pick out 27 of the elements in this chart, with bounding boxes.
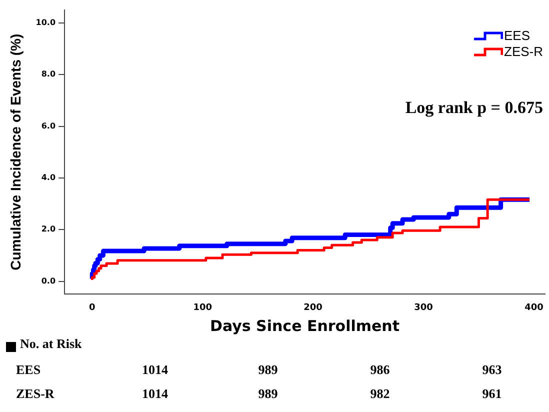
- text: 989: [258, 386, 278, 402]
- y-tick-label: 4.0: [41, 173, 56, 182]
- x-tick-label: 0: [89, 302, 96, 313]
- y-axis-title: Cumulative Incidence of Events (%): [7, 34, 24, 270]
- text: ZES-R: [16, 386, 54, 402]
- x-tick-label: 200: [304, 302, 322, 313]
- y-tick-label: 10.0: [36, 18, 56, 27]
- y-tick-label: 2.0: [41, 224, 56, 234]
- legend-label: ZES-R: [504, 44, 543, 60]
- text: 989: [258, 362, 278, 378]
- x-axis-title: Days Since Enrollment: [210, 316, 400, 335]
- text: 982: [370, 386, 390, 402]
- text: No. at Risk: [20, 336, 82, 352]
- y-tick-label: 6.0: [41, 121, 56, 130]
- text: 1014: [142, 386, 168, 402]
- text: 1014: [142, 362, 168, 378]
- x-tick-label: 400: [524, 302, 544, 313]
- x-tick-label: 300: [414, 302, 433, 313]
- text: EES: [16, 362, 41, 378]
- text: 986: [370, 362, 390, 378]
- y-tick-label: 0.0: [41, 276, 56, 286]
- legend-label: EES: [504, 28, 530, 44]
- y-tick-label: 8.0: [41, 70, 56, 79]
- text: 961: [482, 386, 502, 402]
- text: 963: [482, 362, 502, 378]
- annotation: Log rank p = 0.675: [405, 98, 543, 118]
- x-tick-label: 100: [193, 302, 212, 313]
